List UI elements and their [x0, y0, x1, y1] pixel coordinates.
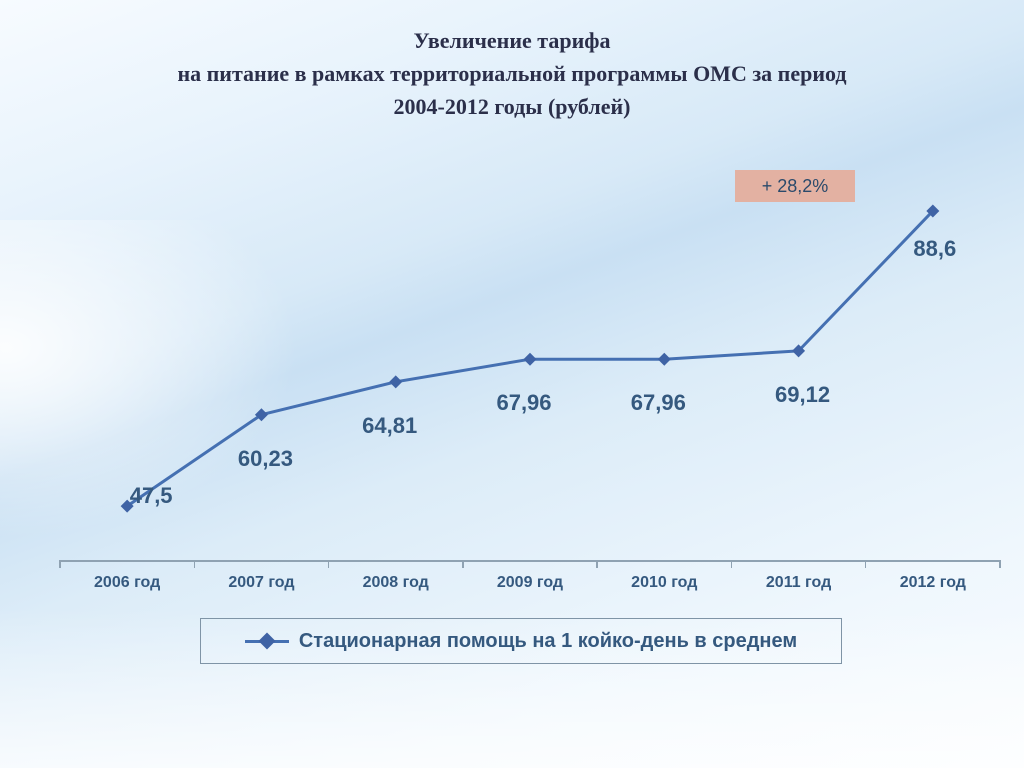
- data-label: 69,12: [753, 382, 853, 408]
- data-label: 88,6: [885, 236, 985, 262]
- x-tick-label: 2011 год: [731, 574, 865, 592]
- x-axis-tick: [328, 560, 330, 568]
- x-axis-tick: [596, 560, 598, 568]
- series-marker: [524, 353, 537, 366]
- x-axis-tick: [999, 560, 1001, 568]
- x-axis-tick: [59, 560, 61, 568]
- data-label: 67,96: [474, 390, 574, 416]
- x-tick-label: 2008 год: [329, 574, 463, 592]
- data-label: 47,5: [101, 483, 201, 509]
- chart-legend: Стационарная помощь на 1 койко-день в ср…: [200, 618, 842, 664]
- data-label: 60,23: [215, 446, 315, 472]
- series-marker: [658, 353, 671, 366]
- legend-marker: [245, 634, 289, 648]
- x-axis-tick: [731, 560, 733, 568]
- data-label: 67,96: [608, 390, 708, 416]
- x-axis-tick: [865, 560, 867, 568]
- x-tick-label: 2012 год: [866, 574, 1000, 592]
- legend-text: Стационарная помощь на 1 койко-день в ср…: [299, 630, 797, 653]
- x-tick-label: 2010 год: [597, 574, 731, 592]
- x-axis-line: [60, 560, 1000, 562]
- x-tick-label: 2007 год: [194, 574, 328, 592]
- x-tick-label: 2009 год: [463, 574, 597, 592]
- x-axis-tick: [462, 560, 464, 568]
- x-tick-label: 2006 год: [60, 574, 194, 592]
- legend-diamond-icon: [258, 633, 275, 650]
- x-axis-tick: [194, 560, 196, 568]
- data-label: 64,81: [340, 413, 440, 439]
- series-marker: [389, 375, 402, 388]
